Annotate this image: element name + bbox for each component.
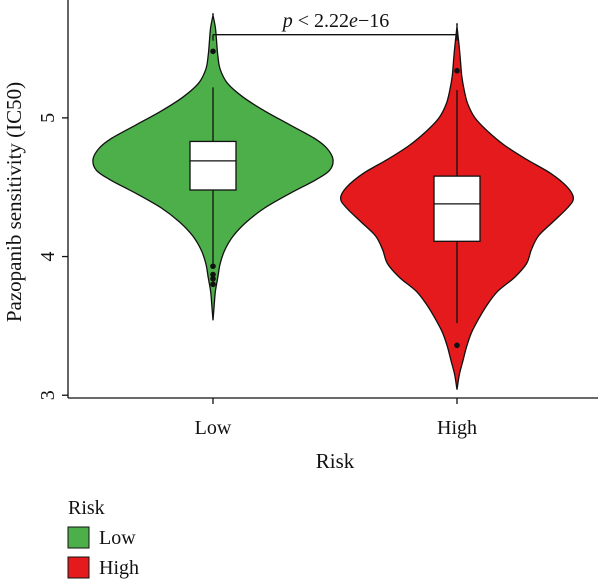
box-high <box>433 175 481 242</box>
legend-swatch-low <box>67 526 90 549</box>
outlier-point <box>210 281 216 288</box>
y-tick-label: 5 <box>37 113 59 123</box>
outlier-point <box>210 48 216 55</box>
legend: Risk Low High <box>67 497 139 579</box>
y-tick-label: 3 <box>37 390 59 400</box>
violins <box>92 13 575 390</box>
legend-swatch-high <box>67 556 90 579</box>
y-axis-title: Pazopanib sensitivity (IC50) <box>2 82 26 322</box>
outlier-point <box>210 271 216 278</box>
outlier-point <box>454 67 460 74</box>
y-ticks: 3 4 5 <box>37 113 68 400</box>
x-axis-title: Risk <box>316 449 355 473</box>
legend-label-high: High <box>99 557 139 579</box>
x-tick-label: Low <box>195 417 232 439</box>
p-value-label: p < 2.22e−16 <box>281 10 389 32</box>
y-tick-label: 4 <box>37 252 59 262</box>
legend-title: Risk <box>68 497 105 519</box>
legend-label-low: Low <box>99 527 136 549</box>
x-ticks: Low High <box>195 398 477 439</box>
box-low <box>189 140 237 191</box>
significance-bracket: p < 2.22e−16 <box>212 10 458 41</box>
outlier-point <box>210 263 216 270</box>
outlier-point <box>210 275 216 282</box>
outlier-point <box>454 342 460 349</box>
x-tick-label: High <box>437 417 477 439</box>
